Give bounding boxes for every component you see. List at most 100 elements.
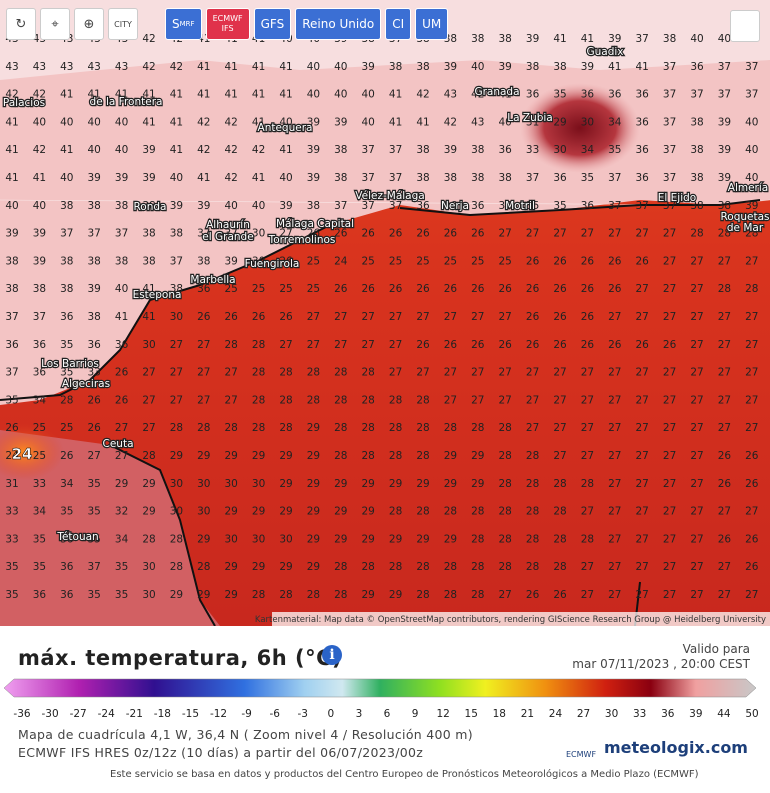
model-button[interactable]: ECMWF IFS <box>205 8 250 40</box>
city-label: Estepona <box>133 289 182 301</box>
grid-value: 27 <box>663 450 676 462</box>
grid-value: 36 <box>60 589 74 601</box>
grid-value: 35 <box>60 506 73 518</box>
grid-value: 41 <box>225 89 238 101</box>
grid-value: 28 <box>499 533 512 545</box>
grid-value: 26 <box>88 394 102 406</box>
grid-value: 30 <box>170 311 183 323</box>
grid-value: 33 <box>88 367 101 379</box>
grid-value: 39 <box>88 283 101 295</box>
grid-value: 28 <box>444 422 457 434</box>
share-button[interactable] <box>730 10 760 42</box>
grid-value: 29 <box>334 506 347 518</box>
grid-value: 27 <box>663 589 676 601</box>
grid-value: 42 <box>197 116 210 128</box>
grid-value: 30 <box>252 255 265 267</box>
grid-value: 28 <box>197 422 210 434</box>
info-icon[interactable]: i <box>322 645 342 665</box>
grid-value: 27 <box>88 450 101 462</box>
grid-value: 27 <box>636 422 649 434</box>
model-button[interactable]: CI <box>385 8 412 40</box>
grid-value: 41 <box>170 116 183 128</box>
grid-value: 28 <box>252 422 265 434</box>
grid-value: 27 <box>389 367 402 379</box>
grid-value: 29 <box>307 478 320 490</box>
grid-value: 28 <box>416 450 429 462</box>
grid-value: 26 <box>334 283 348 295</box>
grid-value: 29 <box>252 450 265 462</box>
grid-value: 42 <box>33 89 46 101</box>
grid-value: 41 <box>33 172 46 184</box>
grid-value: 41 <box>389 89 402 101</box>
grid-value: 34 <box>608 116 622 128</box>
city-label: Málaga Capital <box>276 218 354 230</box>
grid-value: 28 <box>389 561 402 573</box>
model-button[interactable]: S MRF <box>165 8 202 40</box>
location-button[interactable]: ⌖ <box>40 8 70 40</box>
grid-value: 28 <box>307 367 320 379</box>
grid-value: 27 <box>608 228 621 240</box>
legend-tick-label: 44 <box>717 708 731 720</box>
grid-value: 26 <box>334 228 348 240</box>
grid-value: 27 <box>279 228 292 240</box>
city-label: Nerja <box>441 200 469 212</box>
grid-value: 27 <box>225 367 238 379</box>
grid-value: 26 <box>745 450 759 462</box>
grid-value: 30 <box>553 144 566 156</box>
grid-value: 27 <box>690 589 703 601</box>
grid-value: 27 <box>553 450 566 462</box>
grid-value: 27 <box>142 394 155 406</box>
grid-value: 26 <box>526 589 540 601</box>
grid-value: 26 <box>745 561 759 573</box>
city-button[interactable]: CITY <box>108 8 138 40</box>
grid-value: 40 <box>745 144 758 156</box>
grid-value: 39 <box>115 172 128 184</box>
grid-value: 28 <box>307 589 320 601</box>
grid-value: 27 <box>581 367 594 379</box>
grid-value: 37 <box>663 200 676 212</box>
grid-value: 27 <box>416 311 429 323</box>
model-button[interactable]: GFS <box>253 8 292 40</box>
grid-value: 40 <box>471 61 484 73</box>
grid-value: 28 <box>526 450 539 462</box>
grid-value: 26 <box>416 228 430 240</box>
grid-value: 25 <box>252 283 265 295</box>
grid-value: 28 <box>553 478 566 490</box>
grid-value: 40 <box>115 283 128 295</box>
grid-value: 28 <box>279 367 292 379</box>
grid-value: 40 <box>33 200 46 212</box>
city-label: La Zubia <box>507 112 553 124</box>
grid-value: 24 <box>5 450 19 462</box>
grid-value: 29 <box>307 506 320 518</box>
refresh-button[interactable]: ↻ <box>6 8 36 40</box>
legend-tick-label: 18 <box>493 708 506 720</box>
grid-value: 27 <box>499 394 512 406</box>
grid-value: 27 <box>718 339 731 351</box>
grid-value: 27 <box>608 533 621 545</box>
model-button[interactable]: UM <box>415 8 449 40</box>
grid-value: 27 <box>444 367 457 379</box>
grid-value: 37 <box>115 228 128 240</box>
grid-value: 26 <box>718 533 732 545</box>
grid-value: 38 <box>690 144 703 156</box>
grid-value: 27 <box>581 422 594 434</box>
grid-value: 42 <box>471 89 484 101</box>
legend-tick-label: -36 <box>13 708 30 720</box>
grid-value: 26 <box>553 589 567 601</box>
model-button[interactable]: Reino Unido <box>295 8 382 40</box>
grid-value: 28 <box>334 450 347 462</box>
grid-value: 36 <box>33 589 47 601</box>
grid-value: 27 <box>663 394 676 406</box>
grid-value: 35 <box>88 478 101 490</box>
grid-value: 35 <box>33 561 46 573</box>
zoom-button[interactable]: ⊕ <box>74 8 104 40</box>
grid-value: 27 <box>636 367 649 379</box>
grid-value: 35 <box>60 367 73 379</box>
grid-value: 36 <box>581 200 595 212</box>
grid-value: 27 <box>690 506 703 518</box>
grid-value: 26 <box>636 339 650 351</box>
grid-value: 36 <box>60 311 74 323</box>
grid-value: 43 <box>444 89 457 101</box>
grid-value: 36 <box>88 339 102 351</box>
grid-value: 38 <box>60 200 73 212</box>
